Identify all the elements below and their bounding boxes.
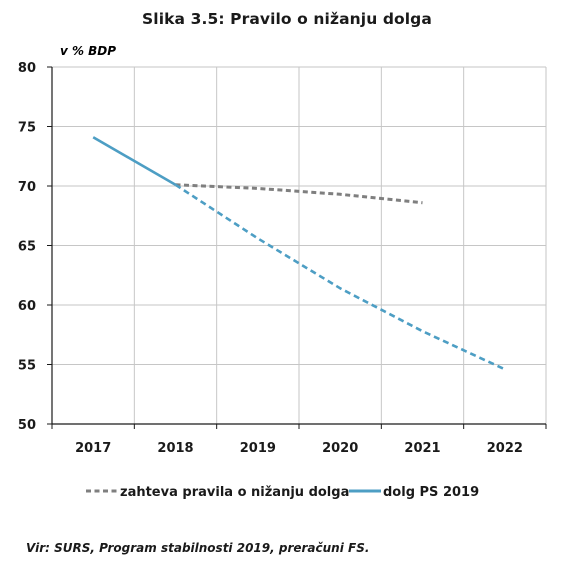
y-tick-label: 65 xyxy=(18,240,36,255)
x-tick-label: 2022 xyxy=(487,441,523,456)
legend: zahteva pravila o nižanju dolga dolg PS 2… xyxy=(86,485,479,500)
x-tick-label: 2019 xyxy=(240,441,276,456)
series-line-dashed xyxy=(175,183,423,205)
y-tick-label: 50 xyxy=(18,418,36,433)
y-tick-label: 80 xyxy=(18,61,36,76)
x-tick-label: 2017 xyxy=(75,441,111,456)
y-tick-label: 55 xyxy=(18,359,36,374)
legend-label: zahteva pravila o nižanju dolga xyxy=(120,485,349,500)
chart-title: Slika 3.5: Pravilo o nižanju dolga xyxy=(142,10,432,28)
series-lines xyxy=(92,136,506,371)
axes xyxy=(47,66,547,429)
y-axis-label: v % BDP xyxy=(60,44,116,58)
x-tick-label: 2021 xyxy=(404,441,440,456)
series-line-dashed xyxy=(174,183,506,371)
grid-lines xyxy=(52,66,547,424)
x-axis-ticks: 2017 2018 2019 2020 2021 2022 xyxy=(75,441,523,456)
series-line-solid xyxy=(92,136,177,186)
y-tick-label: 75 xyxy=(18,121,36,136)
legend-label: dolg PS 2019 xyxy=(383,485,479,500)
y-tick-label: 60 xyxy=(18,299,36,314)
y-tick-label: 70 xyxy=(18,180,36,195)
x-tick-label: 2020 xyxy=(322,441,358,456)
x-tick-label: 2018 xyxy=(157,441,193,456)
source-note: Vir: SURS, Program stabilnosti 2019, pre… xyxy=(26,541,370,555)
y-axis-ticks: 50 55 60 65 70 75 80 xyxy=(18,61,36,433)
